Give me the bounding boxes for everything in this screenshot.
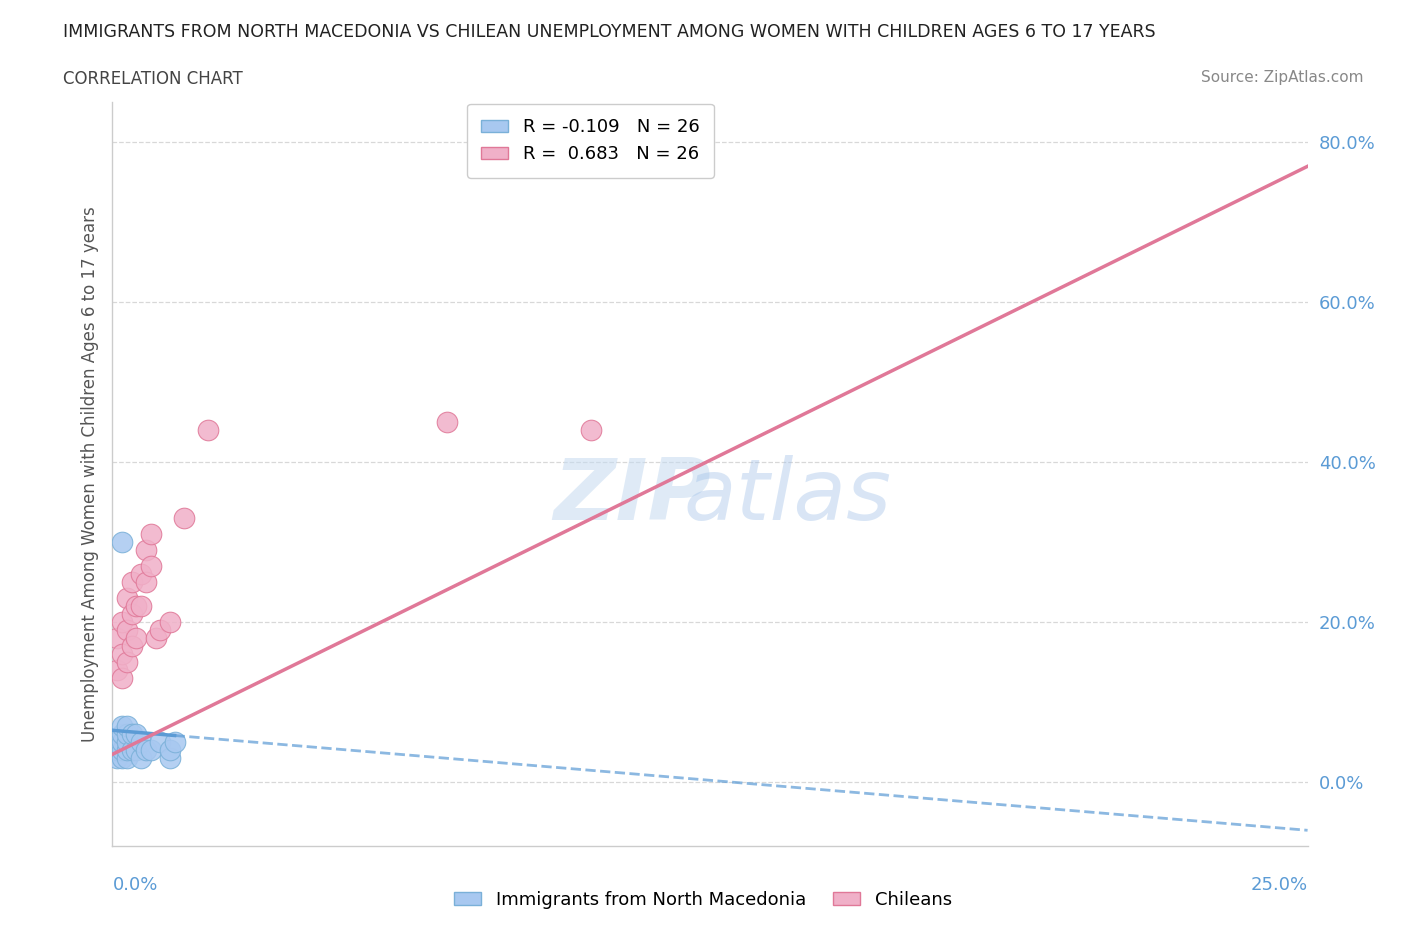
Text: CORRELATION CHART: CORRELATION CHART (63, 70, 243, 87)
Point (105, 743, 128, 758)
Point (125, 743, 148, 758)
Point (121, 575, 143, 590)
Point (111, 735, 134, 750)
Point (115, 623, 138, 638)
Point (159, 743, 181, 758)
Text: IMMIGRANTS FROM NORTH MACEDONIA VS CHILEAN UNEMPLOYMENT AMONG WOMEN WITH CHILDRE: IMMIGRANTS FROM NORTH MACEDONIA VS CHILE… (63, 23, 1156, 41)
Point (125, 599, 148, 614)
Point (125, 631, 148, 645)
Point (105, 631, 128, 645)
Point (129, 735, 152, 750)
Point (436, 415, 458, 430)
Point (121, 727, 143, 742)
Point (197, 423, 219, 438)
Point (163, 735, 186, 750)
Text: 25.0%: 25.0% (1250, 876, 1308, 894)
Legend: Immigrants from North Macedonia, Chileans: Immigrants from North Macedonia, Chilean… (447, 884, 959, 916)
Point (115, 655, 138, 670)
Point (149, 735, 172, 750)
Point (139, 559, 162, 574)
Point (135, 575, 157, 590)
Y-axis label: Unemployment Among Women with Children Ages 6 to 17 years: Unemployment Among Women with Children A… (80, 206, 98, 742)
Point (111, 535, 134, 550)
Point (105, 751, 128, 765)
Point (125, 727, 148, 742)
Point (105, 735, 128, 750)
Point (111, 671, 134, 685)
Point (149, 623, 172, 638)
Text: atlas: atlas (683, 455, 891, 538)
Point (129, 599, 152, 614)
Point (115, 591, 138, 605)
Text: 0.0%: 0.0% (112, 876, 157, 894)
Point (139, 527, 162, 542)
Point (115, 751, 138, 765)
Point (121, 639, 143, 654)
Point (579, 423, 602, 438)
Point (105, 663, 128, 678)
Point (145, 631, 167, 645)
Point (111, 647, 134, 662)
Point (129, 567, 152, 582)
Point (135, 743, 157, 758)
Point (115, 735, 138, 750)
Point (139, 743, 162, 758)
Point (111, 615, 134, 630)
Point (129, 751, 152, 765)
Point (111, 727, 134, 742)
Text: ZIP: ZIP (554, 455, 711, 538)
Point (159, 751, 181, 765)
Point (135, 543, 157, 558)
Point (111, 743, 134, 758)
Point (115, 719, 138, 734)
Point (111, 751, 134, 765)
Legend: R = -0.109   N = 26, R =  0.683   N = 26: R = -0.109 N = 26, R = 0.683 N = 26 (467, 104, 714, 178)
Text: Source: ZipAtlas.com: Source: ZipAtlas.com (1201, 70, 1364, 85)
Point (173, 511, 195, 525)
Point (121, 607, 143, 622)
Point (115, 727, 138, 742)
Point (159, 615, 181, 630)
Point (121, 743, 143, 758)
Point (115, 743, 138, 758)
Point (111, 719, 134, 734)
